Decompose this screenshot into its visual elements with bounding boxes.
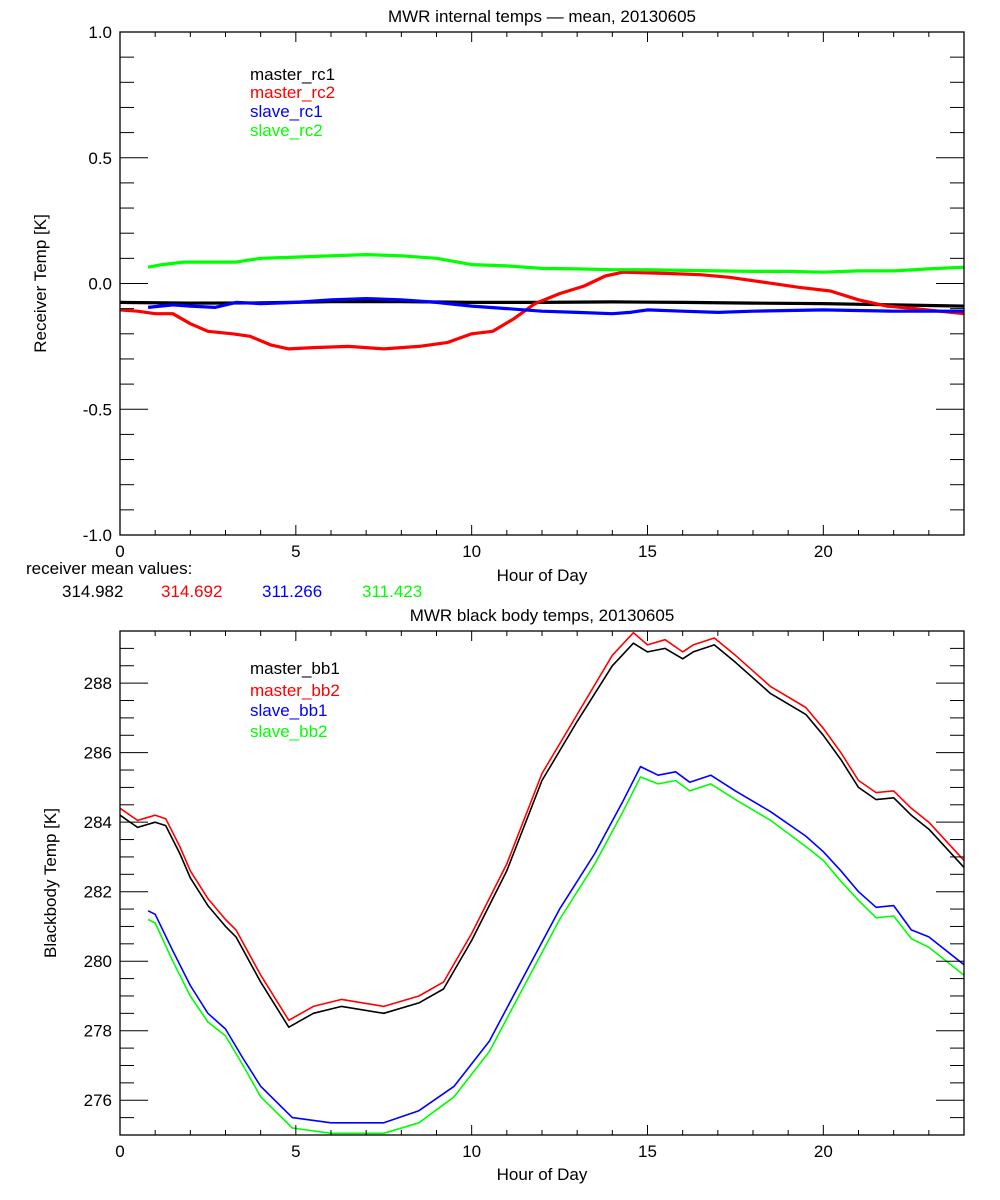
legend-entry-slave_rc1: slave_rc1 <box>250 102 323 121</box>
series-line-master_bb1 <box>120 642 964 1028</box>
legend-entry-slave_bb1: slave_bb1 <box>250 701 328 720</box>
chart-panel-1: 0 5 10 15 20 1.0 0.5 0.0 -0.5 -1.0 MWR internal te… <box>31 7 965 585</box>
legend-entry-slave_rc2: slave_rc2 <box>250 121 323 140</box>
receiver-mean-value: 311.266 <box>262 582 322 601</box>
series-line-slave_rc2 <box>147 253 964 274</box>
y-tick-label: 1.0 <box>88 23 112 42</box>
legend-entry-master_rc2: master_rc2 <box>250 83 335 102</box>
y-tick-label: 0.0 <box>88 275 112 294</box>
y-axis-label: Receiver Temp [K] <box>31 214 50 353</box>
receiver-mean-value: 314.982 <box>62 582 123 601</box>
legend-entry-master_bb2: master_bb2 <box>250 681 340 700</box>
y-tick-label: -0.5 <box>83 400 112 419</box>
x-tick-label: 20 <box>814 1142 833 1161</box>
legend-entry-master_rc1: master_rc1 <box>250 65 335 84</box>
y-tick-label: -1.0 <box>83 526 112 545</box>
plot-frame <box>119 31 965 536</box>
chart-title: MWR internal temps — mean, 20130605 <box>388 7 696 26</box>
y-tick-label: 0.5 <box>88 149 112 168</box>
series-line-master_rc2 <box>120 270 964 351</box>
plot-frame <box>119 630 965 1136</box>
series-line-master_bb2 <box>120 631 964 1022</box>
chart-title: MWR black body temps, 20130605 <box>410 606 675 625</box>
y-tick-label: 278 <box>84 1022 112 1041</box>
receiver-mean-value: 311.423 <box>362 582 422 601</box>
x-tick-label: 5 <box>291 542 300 561</box>
x-tick-label: 15 <box>638 1142 657 1161</box>
series-line-slave_bb1 <box>147 765 964 1124</box>
x-tick-label: 10 <box>462 1142 481 1161</box>
legend-entry-slave_bb2: slave_bb2 <box>250 722 328 741</box>
y-tick-label: 280 <box>84 952 112 971</box>
x-tick-label: 0 <box>115 1142 124 1161</box>
x-tick-label: 15 <box>638 542 657 561</box>
x-tick-label: 0 <box>115 542 124 561</box>
legend-entry-master_bb1: master_bb1 <box>250 659 340 678</box>
y-tick-label: 288 <box>84 674 112 693</box>
y-tick-label: 276 <box>84 1091 112 1110</box>
x-tick-label: 10 <box>462 542 481 561</box>
receiver-mean-label: receiver mean values: <box>26 559 192 578</box>
y-tick-label: 286 <box>84 744 112 763</box>
receiver-mean-value: 314.692 <box>161 582 222 601</box>
x-tick-label: 5 <box>291 1142 300 1161</box>
chart-panel-2: 0 5 10 15 20 276 278 280 282 284 286 288 MWR black b… <box>41 606 965 1184</box>
series-line-slave_bb2 <box>147 776 964 1135</box>
x-axis-label: Hour of Day <box>497 566 588 585</box>
y-tick-label: 284 <box>84 813 112 832</box>
x-axis-label: Hour of Day <box>497 1165 588 1184</box>
series-line-slave_rc1 <box>147 297 964 316</box>
y-tick-label: 282 <box>84 883 112 902</box>
x-tick-label: 20 <box>814 542 833 561</box>
y-axis-label: Blackbody Temp [K] <box>41 808 60 958</box>
